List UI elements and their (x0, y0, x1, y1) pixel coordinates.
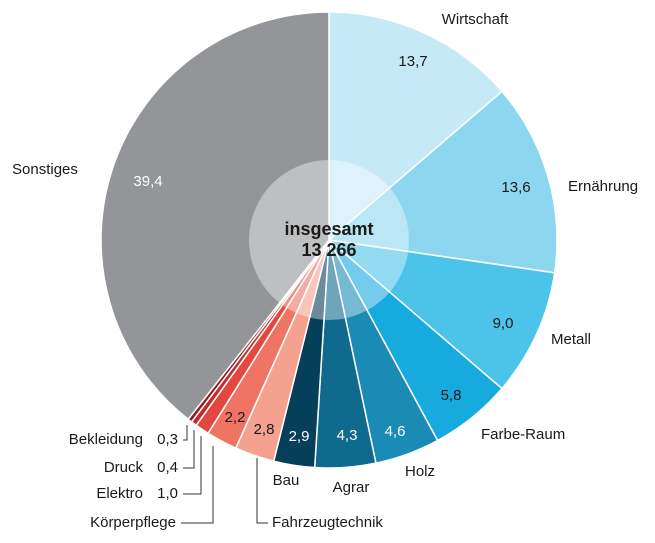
slice-name: Sonstiges (12, 161, 78, 178)
leader-line (256, 458, 268, 524)
slice-name: Ernährung (568, 178, 638, 195)
center-value: 13 266 (301, 240, 356, 260)
slice-name: Druck (104, 459, 144, 476)
slice (328, 11, 503, 242)
value-label: 4,3 (337, 427, 358, 444)
slice-name: Wirtschaft (442, 11, 510, 28)
value-label: 0,4 (157, 459, 178, 476)
value-label: 39,4 (133, 173, 162, 190)
slice-name: Bau (273, 472, 300, 489)
value-label: 13,6 (501, 179, 530, 196)
slice-name: Agrar (333, 479, 370, 496)
slice-name: Holz (405, 463, 435, 480)
slice-name: Farbe-Raum (481, 426, 565, 443)
center-overlay (249, 160, 409, 320)
value-label: 2,8 (254, 421, 275, 438)
slice (100, 11, 330, 421)
value-label: 4,6 (385, 423, 406, 440)
value-label: 13,7 (398, 53, 427, 70)
value-label: 9,0 (493, 315, 514, 332)
slice (326, 238, 556, 390)
slice (327, 90, 558, 274)
value-label: 5,8 (441, 387, 462, 404)
value-label: 0,3 (157, 431, 178, 448)
slice-name: Elektro (96, 485, 143, 502)
slice-name: Metall (551, 331, 591, 348)
value-label: 1,0 (157, 485, 178, 502)
leader-line (183, 425, 188, 441)
slice-name: Bekleidung (69, 431, 143, 448)
slice-name: Körperpflege (90, 514, 176, 531)
value-label: 2,2 (225, 409, 246, 426)
center-label: insgesamt (284, 219, 373, 239)
leader-line (183, 436, 202, 495)
leader-line (181, 446, 214, 524)
slice-name: Fahrzeugtechnik (272, 514, 383, 531)
value-label: 2,9 (289, 428, 310, 445)
leader-line (183, 430, 195, 469)
slices (100, 11, 558, 469)
